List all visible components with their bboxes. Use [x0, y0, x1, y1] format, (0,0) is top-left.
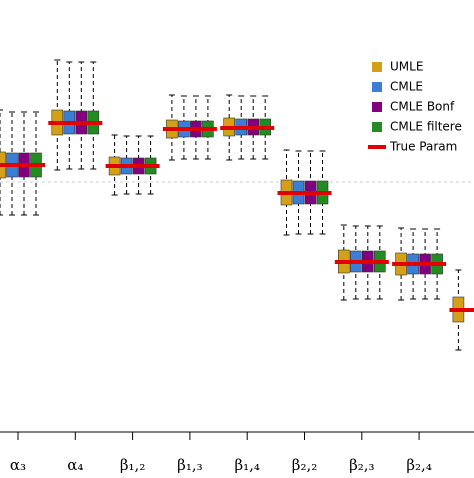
legend-swatch — [372, 102, 382, 112]
x-tick-label: β₁,₃ — [177, 456, 202, 474]
legend-label: UMLE — [390, 60, 423, 74]
legend-swatch — [372, 82, 382, 92]
x-tick-label: β₂,₃ — [349, 456, 374, 474]
x-tick-label: α₄ — [67, 456, 83, 474]
x-tick-label: α₃ — [10, 456, 26, 474]
legend-label: CMLE Bonf — [390, 100, 455, 114]
x-tick-label: β₂,₄ — [406, 456, 431, 474]
x-tick-label: β₁,₂ — [120, 456, 145, 474]
legend-label: CMLE filtere — [390, 120, 462, 134]
legend-label: CMLE — [390, 80, 423, 94]
legend-swatch — [372, 122, 382, 132]
legend-label: True Param — [389, 140, 457, 154]
x-tick-label: β₂,₂ — [292, 456, 317, 474]
legend-swatch — [372, 62, 382, 72]
x-tick-label: β₁,₄ — [234, 456, 259, 474]
